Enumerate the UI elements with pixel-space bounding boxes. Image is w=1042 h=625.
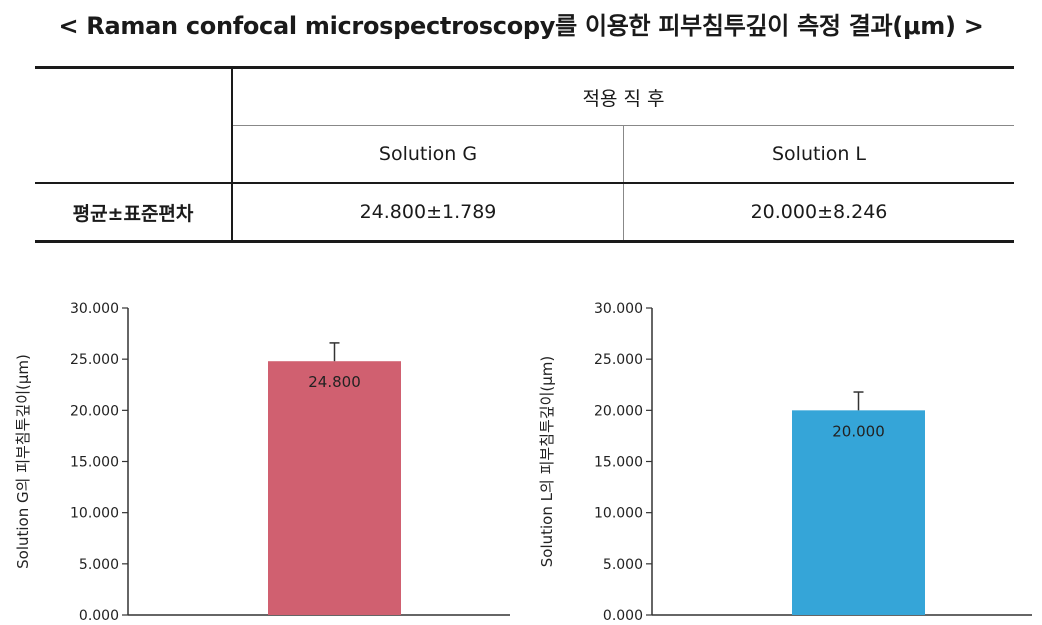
empty-corner-cell-2 — [35, 126, 232, 184]
y-tick-label: 15.000 — [594, 455, 643, 471]
page-title: < Raman confocal microspectroscopy를 이용한 … — [58, 12, 984, 40]
bar — [268, 361, 401, 615]
y-tick-label: 5.000 — [603, 557, 643, 573]
y-tick-label: 10.000 — [594, 506, 643, 522]
results-table: 적용 직 후 Solution G Solution L 평균±표준편차 24.… — [35, 66, 1014, 243]
y-tick-label: 0.000 — [79, 608, 119, 624]
value-solution-l: 20.000±8.246 — [623, 182, 1014, 243]
y-tick-label: 30.000 — [594, 301, 643, 317]
y-tick-label: 30.000 — [70, 301, 119, 317]
bar — [792, 410, 925, 615]
y-axis-label: Solution L의 피부침투깊이(μm) — [538, 356, 556, 567]
y-tick-label: 20.000 — [70, 403, 119, 419]
y-tick-label: 5.000 — [79, 557, 119, 573]
y-tick-label: 0.000 — [603, 608, 643, 624]
bar-chart-solution-g: 0.000 5.000 10.000 15.000 20.000 25.000 30.000… — [14, 301, 510, 624]
y-tick-label: 10.000 — [70, 506, 119, 522]
bar-chart-solution-l: 0.000 5.000 10.000 15.000 20.000 25.000 30.000… — [538, 301, 1032, 624]
row-label: 평균±표준편차 — [35, 182, 232, 243]
column-header-solution-l: Solution L — [623, 125, 1014, 183]
group-header: 적용 직 후 — [231, 66, 1014, 126]
y-tick-label: 25.000 — [70, 352, 119, 368]
value-solution-g: 24.800±1.789 — [231, 182, 624, 243]
column-header-solution-g: Solution G — [231, 125, 624, 183]
data-label: 20.000 — [832, 422, 885, 440]
y-axis-label: Solution G의 피부침투깊이(μm) — [14, 354, 32, 569]
y-tick-label: 15.000 — [70, 455, 119, 471]
empty-corner-cell — [35, 66, 232, 126]
data-label: 24.800 — [308, 373, 361, 391]
y-tick-label: 25.000 — [594, 352, 643, 368]
y-tick-label: 20.000 — [594, 403, 643, 419]
